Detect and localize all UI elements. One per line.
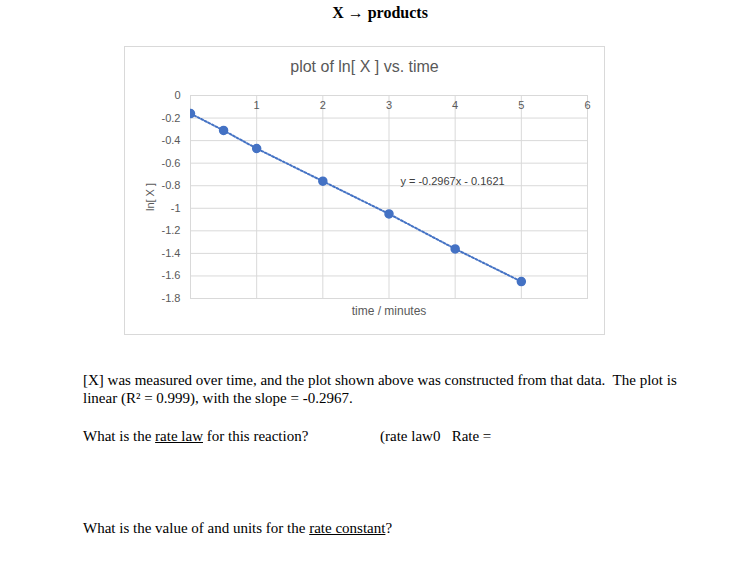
svg-text:4: 4 <box>452 99 458 111</box>
html-text:[X] was measured over time, an: [X] was measured over time, and the plot… <box>83 372 677 388</box>
svg-text:3: 3 <box>386 99 392 111</box>
html-text:X → products: X → products <box>332 4 428 21</box>
svg-text:-0.4: -0.4 <box>162 134 181 146</box>
svg-text:-0.2: -0.2 <box>162 112 181 124</box>
svg-text:-1: -1 <box>171 202 181 214</box>
svg-text:2: 2 <box>320 99 326 111</box>
svg-text:-1.8: -1.8 <box>162 292 181 304</box>
svg-text:6: 6 <box>584 99 590 111</box>
svg-text:y = -0.2967x - 0.1621: y = -0.2967x - 0.1621 <box>400 175 504 187</box>
svg-text:-0.6: -0.6 <box>162 157 181 169</box>
html-text:(rate law0 Rate =: (rate law0 Rate = <box>380 428 492 444</box>
svg-text:-1.4: -1.4 <box>162 247 181 259</box>
svg-text:1: 1 <box>254 99 260 111</box>
html-text:What is the value of and units: What is the value of and units for the r… <box>83 520 393 536</box>
html-text:What is the rate law for this: What is the rate law for this reaction? <box>83 428 309 444</box>
html-text:plot of ln[ X ] vs. time: plot of ln[ X ] vs. time <box>290 58 439 75</box>
svg-text:-1.6: -1.6 <box>162 269 181 281</box>
svg-text:-0.8: -0.8 <box>162 179 181 191</box>
svg-text:-1.2: -1.2 <box>162 224 181 236</box>
svg-text:5: 5 <box>518 99 524 111</box>
html-text:linear (R² = 0.999), with the: linear (R² = 0.999), with the slope = -0… <box>83 390 353 406</box>
svg-text:time / minutes: time / minutes <box>352 304 427 318</box>
svg-text:0: 0 <box>174 89 180 101</box>
svg-text:ln[ X ]: ln[ X ] <box>144 183 156 211</box>
